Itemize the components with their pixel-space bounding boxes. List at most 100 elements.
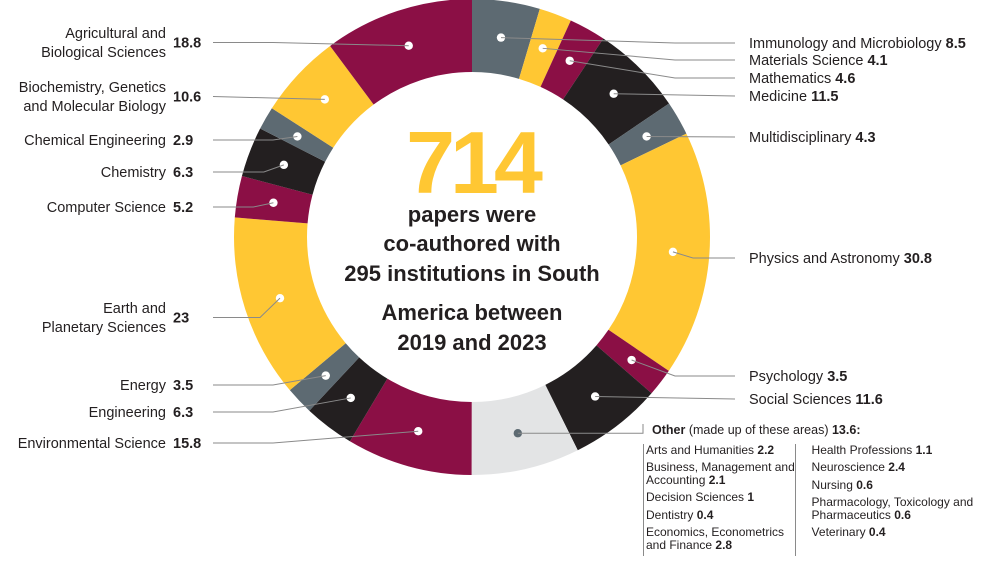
label-value: 4.3 (855, 130, 875, 146)
other-item-value: 2.4 (888, 460, 905, 474)
label-value: 3.5 (827, 369, 847, 385)
other-item-value: 0.6 (856, 477, 873, 492)
other-item-decision-sciences: Decision Sciences 1 (646, 491, 804, 504)
value-chemical-engineering: 2.9 (173, 133, 193, 149)
label-value: 30.8 (904, 251, 932, 267)
other-item-value: 2.1 (708, 472, 726, 487)
label-medicine: Medicine 11.5 (749, 89, 838, 105)
other-column-1: Arts and Humanities 2.2 Business, Managem… (643, 442, 804, 556)
other-header: Other (made up of these areas) 13.6: (652, 424, 992, 437)
other-item-name: Arts and Humanities (646, 442, 758, 457)
slice-immunology-and-microbiology (472, 0, 540, 79)
other-item-value: 2.2 (757, 442, 775, 457)
leader-other (517, 424, 644, 434)
leader-multidisciplinary (646, 135, 736, 138)
other-item-pharmacology-toxicology-and-pharmaceutics: Pharmacology, Toxicology and Pharmaceuti… (812, 496, 992, 521)
label-name: Medicine (749, 89, 811, 105)
other-item-name: Decision Sciences (646, 490, 748, 504)
other-item-name: Nursing (811, 477, 857, 492)
value-biochemistry-genetics-and-molecular-biology: 10.6 (173, 90, 201, 106)
label-mathematics: Mathematics 4.6 (749, 71, 855, 87)
center-line-3: 295 institutions in South (344, 261, 599, 286)
value-engineering: 6.3 (173, 405, 193, 421)
center-line-1: papers were (408, 202, 536, 227)
label-biochemistry-genetics-and-molecular-biology-line-2: and Molecular Biology (23, 99, 166, 115)
label-name: Immunology and Microbiology (749, 36, 946, 52)
value-chemistry: 6.3 (173, 165, 193, 181)
leader-lines (212, 33, 736, 444)
slice-dot-social-sciences (590, 392, 600, 401)
slice-agricultural-and-biological-sciences (330, 0, 472, 105)
slice-environmental-science (349, 378, 472, 475)
other-item-value: 1 (747, 490, 755, 504)
label-name: Materials Science (749, 53, 867, 69)
label-physics-and-astronomy: Physics and Astronomy 30.8 (749, 251, 932, 267)
other-item-value: 1.1 (915, 442, 933, 457)
value-earth-and-planetary-sciences: 23 (173, 311, 189, 327)
other-item-value: 0.4 (868, 525, 886, 539)
other-item-value: 0.4 (696, 507, 714, 522)
other-item-economics-econometrics-and-finance: Economics, Econometrics and Finance 2.8 (646, 526, 804, 551)
label-name: Physics and Astronomy (749, 251, 904, 267)
leader-energy (213, 375, 326, 386)
label-name: Psychology (749, 369, 827, 385)
other-item-name: Business, Management and Accounting (646, 460, 795, 487)
leader-chemistry (213, 164, 285, 173)
leader-biochemistry-genetics-and-molecular-biology (212, 96, 325, 100)
other-item-veterinary: Veterinary 0.4 (812, 526, 992, 539)
label-value: 11.5 (811, 89, 838, 105)
label-value: 4.1 (867, 53, 887, 69)
leader-earth-and-planetary-sciences (213, 297, 281, 318)
label-multidisciplinary: Multidisciplinary 4.3 (749, 130, 876, 146)
other-item-name: Veterinary (811, 525, 869, 539)
label-energy: Energy (120, 378, 167, 394)
slice-dot-biochemistry-genetics-and-molecular-biology (320, 95, 330, 104)
other-item-arts-and-humanities: Arts and Humanities 2.2 (646, 442, 804, 457)
other-item-business-management-and-accounting: Business, Management and Accounting 2.1 (646, 461, 804, 486)
other-item-nursing: Nursing 0.6 (811, 477, 992, 492)
other-item-name: Pharmacology, Toxicology and Pharmaceuti… (811, 495, 974, 522)
label-value: 11.6 (855, 392, 882, 408)
other-item-value: 2.8 (715, 537, 733, 552)
other-note: (made up of these areas) (688, 423, 829, 437)
label-name: Multidisciplinary (749, 130, 855, 146)
label-name: Social Sciences (749, 392, 855, 408)
other-column-2: Health Professions 1.1 Neuroscience 2.4 Nu… (794, 442, 992, 556)
slice-physics-and-astronomy (608, 133, 710, 371)
label-name: Mathematics (749, 71, 835, 87)
label-materials-science: Materials Science 4.1 (749, 53, 888, 69)
label-immunology-and-microbiology: Immunology and Microbiology 8.5 (749, 36, 966, 52)
leader-medicine (613, 93, 736, 97)
value-energy: 3.5 (173, 378, 193, 394)
value-environmental-science: 15.8 (173, 436, 201, 452)
other-item-dentistry: Dentistry 0.4 (646, 507, 804, 522)
leader-mathematics (569, 60, 735, 79)
leader-materials-science (542, 47, 735, 61)
value-agricultural-and-biological-sciences: 18.8 (173, 36, 201, 52)
label-computer-science: Computer Science (47, 200, 166, 216)
value-computer-science: 5.2 (173, 200, 193, 216)
label-value: 4.6 (835, 71, 855, 87)
center-line-5: 2019 and 2023 (397, 330, 546, 355)
label-engineering: Engineering (89, 405, 166, 421)
other-title: Other (652, 423, 686, 437)
center-summary: 714 papers were co-authored with 295 ins… (344, 113, 599, 355)
label-environmental-science: Environmental Science (18, 436, 166, 452)
label-chemistry: Chemistry (101, 165, 167, 181)
leader-agricultural-and-biological-sciences (213, 42, 409, 47)
label-psychology: Psychology 3.5 (749, 369, 847, 385)
label-earth-and-planetary-sciences-line-1: Earth and (103, 301, 166, 317)
other-item-value: 0.6 (894, 507, 911, 522)
label-biochemistry-genetics-and-molecular-biology-line-1: Biochemistry, Genetics (19, 80, 166, 96)
other-item-name: Economics, Econometrics and Finance (646, 525, 785, 552)
leader-immunology-and-microbiology (500, 37, 735, 44)
other-item-name: Neuroscience (811, 460, 889, 474)
center-total: 714 (406, 113, 543, 212)
leader-physics-and-astronomy (672, 251, 735, 259)
leader-computer-science (213, 202, 274, 208)
slice-labels: Immunology and Microbiology 8.5Materials… (18, 26, 966, 452)
other-item-neuroscience: Neuroscience 2.4 (812, 461, 992, 474)
other-value: 13.6: (831, 423, 861, 437)
label-agricultural-and-biological-sciences-line-1: Agricultural and (65, 26, 166, 42)
